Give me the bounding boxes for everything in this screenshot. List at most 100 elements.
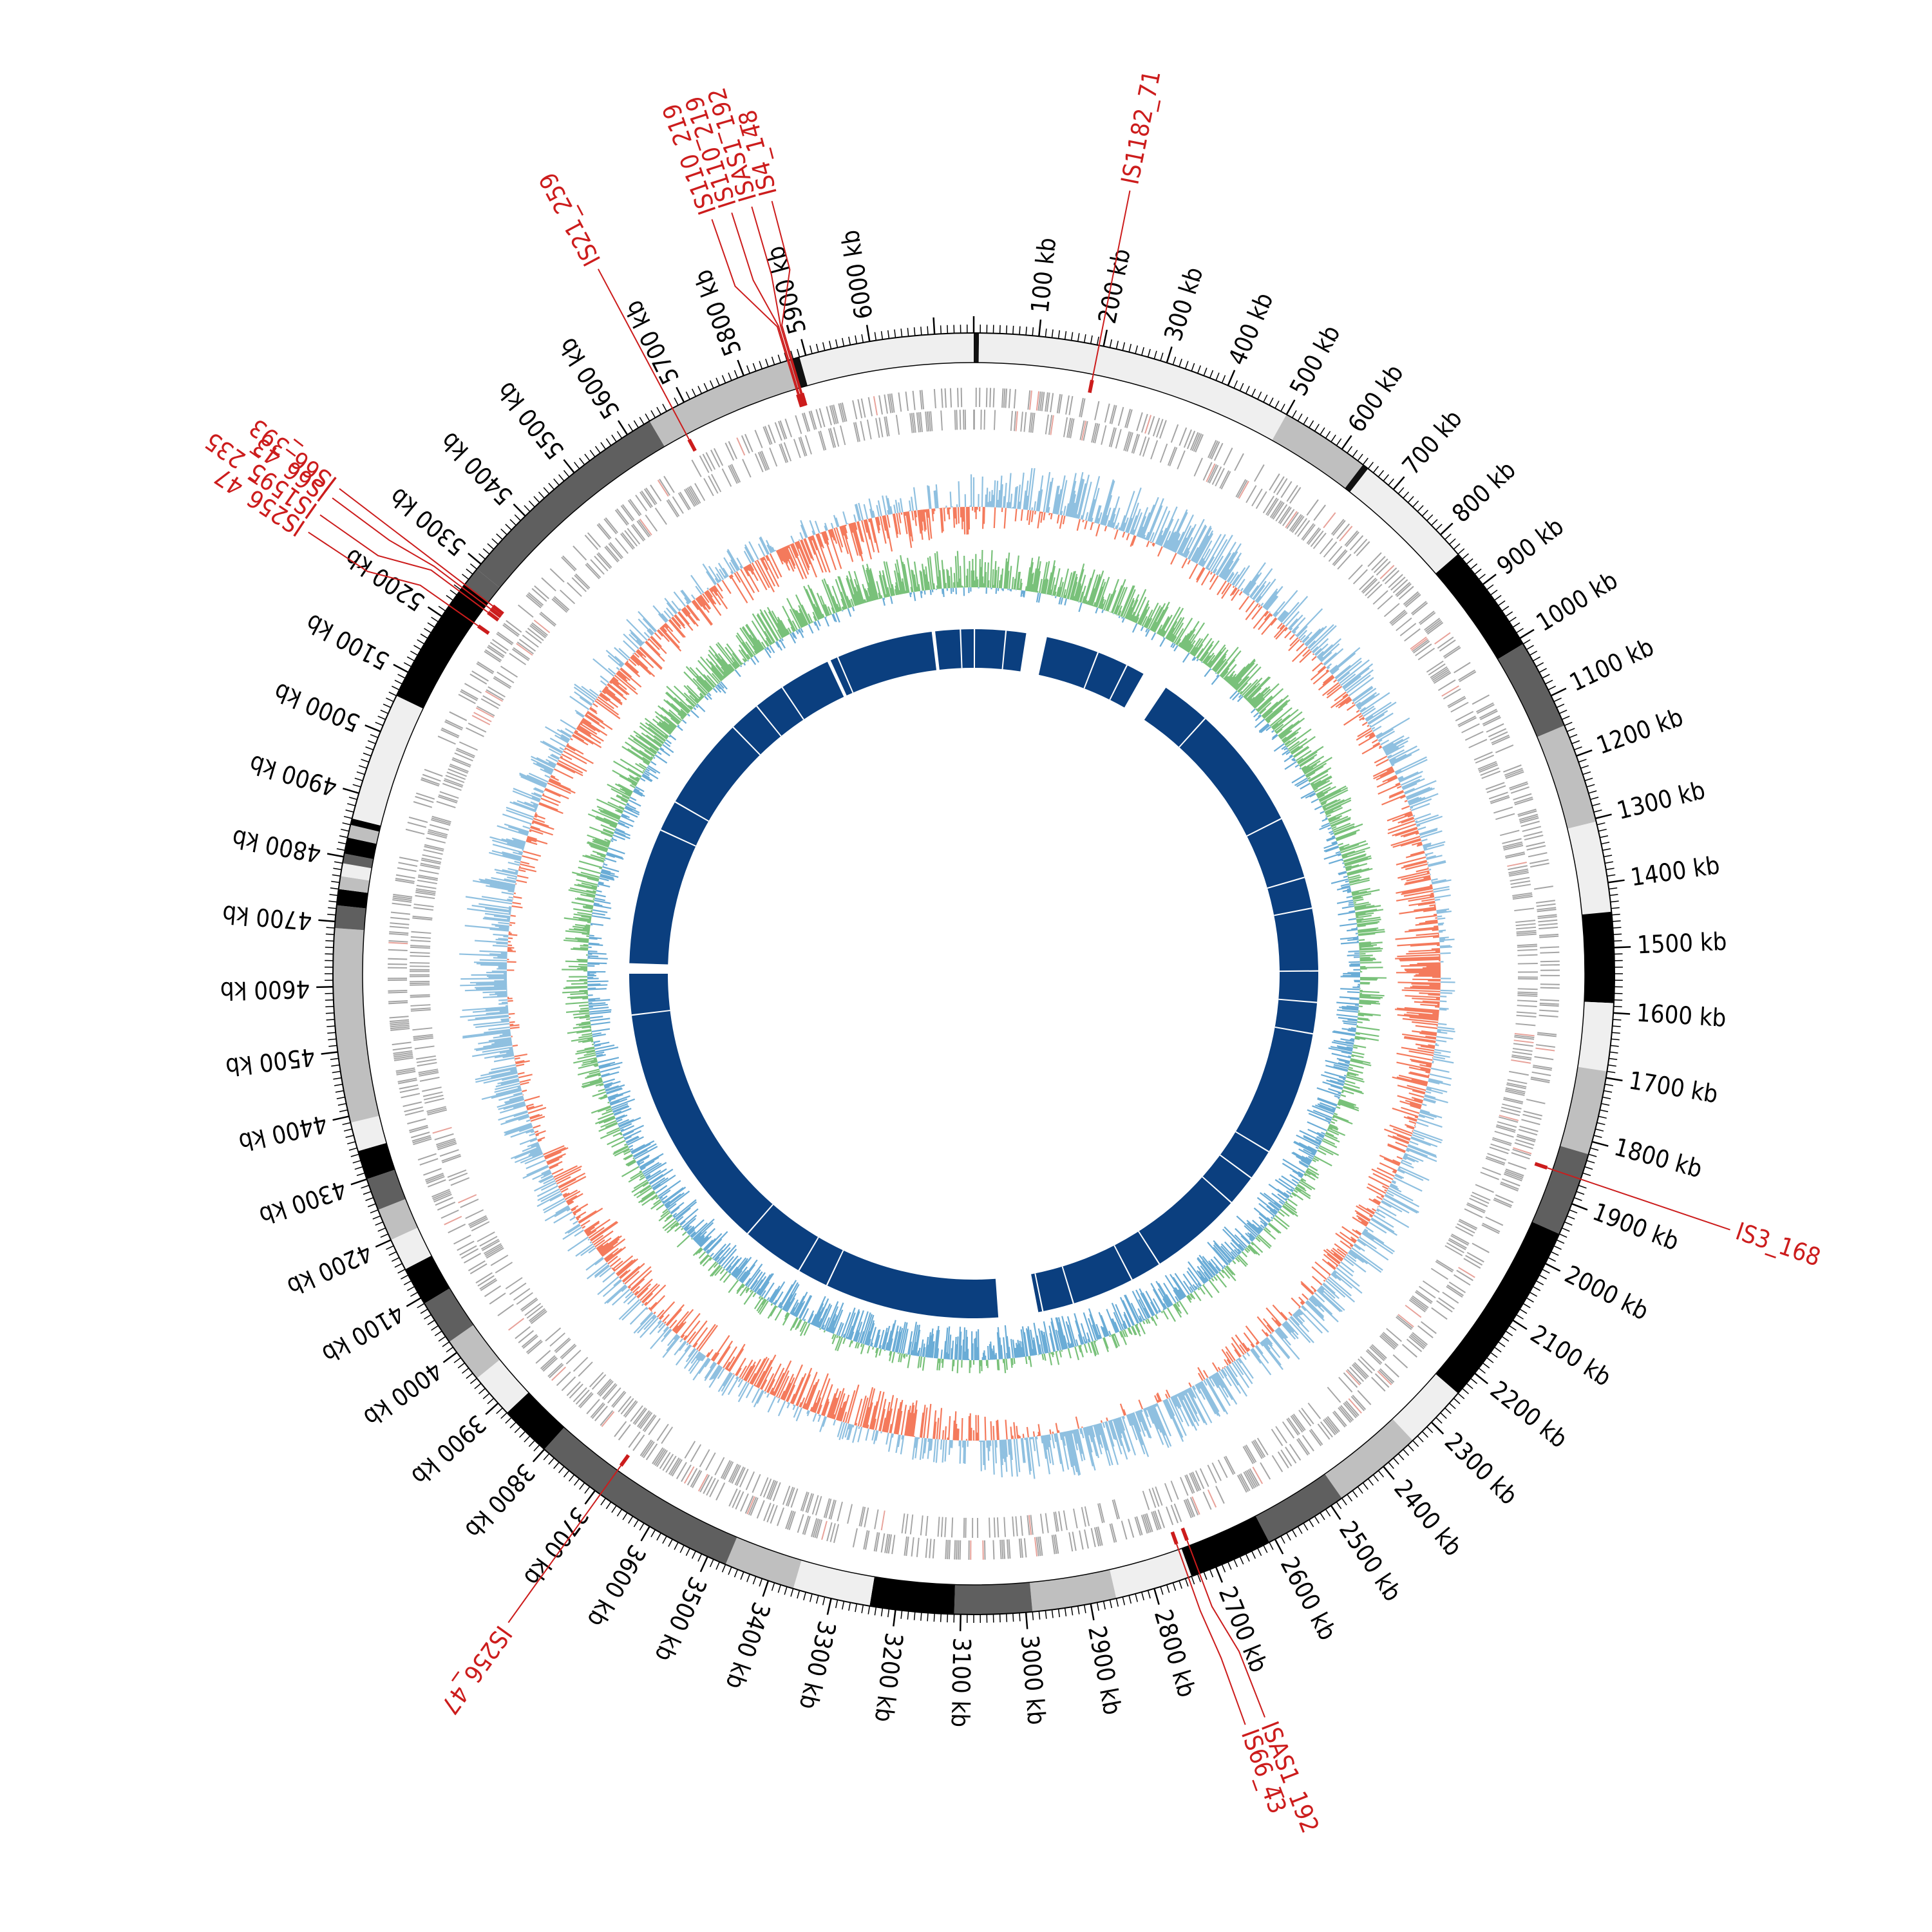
minor-tick	[1558, 709, 1567, 714]
gene-feature	[436, 800, 456, 808]
gc-content-bar	[641, 1303, 645, 1307]
gc-content-bar	[963, 1440, 965, 1464]
gc-content-bar	[1331, 1249, 1344, 1260]
gc-content-bar	[1138, 526, 1144, 538]
gc-content-bar	[1185, 1389, 1188, 1394]
gene-feature	[795, 415, 802, 434]
minor-tick	[446, 1347, 453, 1353]
gc-content-bar	[853, 514, 857, 522]
gc-content-bar	[1297, 1309, 1303, 1315]
gc-content-bar	[573, 1220, 578, 1225]
gc-content-bar	[601, 1238, 626, 1257]
tick-label: 1100 kb	[1565, 632, 1658, 697]
minor-tick	[777, 354, 781, 363]
gc-skew-bar	[1072, 596, 1075, 601]
gc-content-bar	[1250, 568, 1273, 598]
tick-label: 3600 kb	[582, 1540, 651, 1631]
gc-content-bar	[1404, 987, 1441, 990]
gene-feature	[1540, 946, 1560, 949]
minor-tick	[361, 759, 370, 763]
gc-content-bar	[1256, 1345, 1264, 1354]
gene-feature	[471, 1221, 490, 1232]
gc-content-bar	[1136, 507, 1149, 537]
gc-content-bar	[1406, 1148, 1437, 1162]
gc-content-bar	[1408, 1066, 1431, 1073]
karyotype-band	[1577, 1001, 1614, 1072]
gc-skew-bar	[999, 574, 1002, 589]
gene-feature	[1094, 401, 1100, 421]
minor-tick	[1179, 1580, 1182, 1589]
minor-tick	[1209, 1569, 1214, 1578]
gene-feature	[665, 1455, 677, 1473]
gc-content-bar	[1285, 611, 1300, 627]
gene-feature	[560, 1343, 576, 1358]
gene-feature	[1294, 518, 1307, 535]
gc-content-bar	[1372, 1198, 1381, 1205]
gc-content-bar	[674, 1322, 685, 1334]
gc-content-bar	[1221, 582, 1230, 595]
gc-content-bar	[1209, 1376, 1212, 1379]
gc-skew-bar	[1244, 685, 1256, 699]
gc-content-bar	[647, 629, 653, 636]
gc-content-bar	[704, 1359, 711, 1368]
gc-content-bar	[730, 559, 739, 572]
gc-content-bar	[483, 1074, 518, 1084]
gene-feature	[1285, 511, 1298, 528]
gc-content-bar	[1269, 1334, 1291, 1358]
gene-feature	[1202, 1492, 1212, 1510]
gene-feature	[889, 393, 893, 413]
gc-content-bar	[567, 1200, 574, 1206]
gc-content-bar	[840, 526, 845, 536]
gc-skew-bar	[1176, 638, 1181, 646]
gc-content-bar	[722, 567, 729, 577]
gc-content-bar	[1099, 1423, 1108, 1451]
gc-content-bar	[1235, 1334, 1249, 1352]
gc-content-bar	[1401, 1106, 1420, 1114]
minor-tick	[1586, 784, 1595, 788]
gc-content-bar	[799, 1402, 802, 1408]
gc-content-bar	[596, 1237, 612, 1249]
gene-feature	[1327, 1387, 1341, 1403]
gc-content-bar	[1043, 471, 1051, 513]
gc-content-bar	[533, 792, 542, 797]
gene-feature	[975, 388, 977, 408]
gene-feature	[1206, 463, 1216, 482]
gc-content-bar	[1242, 1342, 1249, 1352]
gc-content-bar	[650, 636, 667, 654]
gene-feature	[1324, 1418, 1338, 1435]
gc-content-bar	[1332, 1271, 1353, 1289]
is-marker	[477, 624, 490, 635]
gc-content-bar	[1007, 473, 1012, 509]
tick-label: 5000 kb	[270, 677, 364, 737]
karyotype-band	[449, 1325, 500, 1379]
gc-content-bar	[1376, 1208, 1410, 1228]
gc-content-bar	[580, 721, 583, 724]
gc-content-bar	[1005, 1419, 1008, 1440]
gc-content-bar	[544, 1147, 569, 1159]
major-tick	[406, 1297, 422, 1307]
gc-skew-bar	[996, 566, 999, 589]
gc-content-bar	[1043, 1435, 1050, 1475]
gc-skew-bar	[1000, 568, 1004, 589]
gc-skew-bar	[1215, 658, 1227, 673]
gene-feature	[1036, 391, 1040, 411]
gene-feature	[724, 442, 735, 461]
gene-feature	[1236, 480, 1248, 498]
gc-skew-bar	[1106, 578, 1119, 612]
gc-content-bar	[831, 1390, 842, 1419]
gene-feature	[1027, 1515, 1030, 1535]
gc-content-bar	[684, 597, 690, 604]
gene-feature	[1286, 511, 1299, 529]
gc-content-bar	[751, 1356, 768, 1385]
gc-skew-bar	[1130, 611, 1135, 621]
gene-feature	[1193, 433, 1202, 452]
gc-content-bar	[1215, 542, 1236, 575]
gc-content-bar	[1115, 1417, 1122, 1434]
gc-content-bar	[523, 850, 542, 857]
gc-content-bar	[1293, 630, 1296, 634]
gc-content-bar	[1418, 1014, 1439, 1018]
gc-content-bar	[1339, 1231, 1356, 1244]
gc-content-bar	[1003, 482, 1007, 508]
gc-content-bar	[1415, 814, 1439, 824]
gene-feature	[445, 719, 464, 729]
